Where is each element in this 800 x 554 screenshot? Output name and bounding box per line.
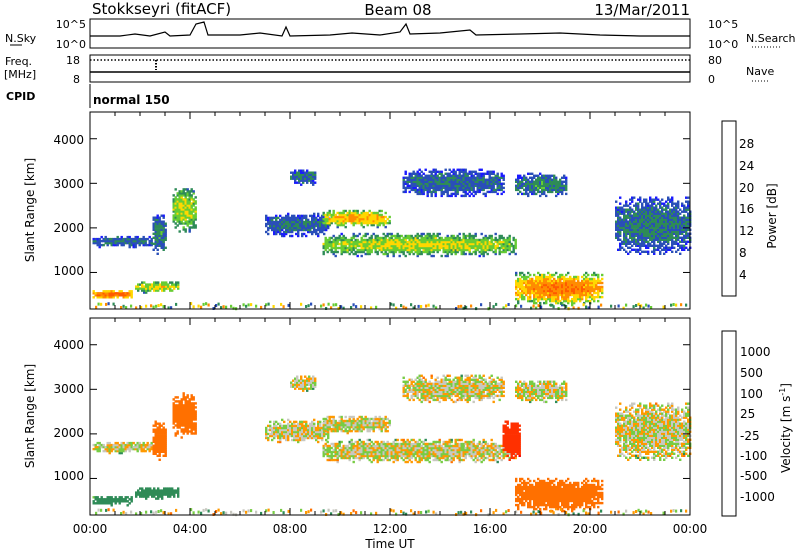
nsky-trace (90, 21, 690, 37)
power-y-tick-4000: 4000 (53, 133, 84, 147)
velocity-echo-region (172, 392, 197, 439)
velocity-echo-region (322, 438, 517, 464)
velocity-echo-region (515, 477, 604, 513)
power-echo-region (135, 281, 180, 294)
vel-cb-tick-100: 100 (740, 387, 763, 401)
x-tick-1600: 16:00 (473, 522, 508, 536)
vel-cb-tick-25: 25 (740, 407, 755, 421)
power-echo-region (615, 196, 692, 255)
velocity-y-tick-4000: 4000 (53, 338, 84, 352)
x-tick-2400: 00:00 (673, 522, 708, 536)
power-echo-region (265, 212, 330, 238)
power-cb-tick-8: 8 (739, 246, 747, 260)
vel-cb-tick-m1000: -1000 (740, 490, 775, 504)
cpid-mode: normal 150 (93, 93, 170, 107)
velocity-echo-layer (92, 374, 692, 517)
power-y-tick-2000: 2000 (53, 221, 84, 235)
power-echo-region (322, 232, 517, 258)
vel-cb-tick-m100: -100 (740, 449, 767, 463)
x-axis: 00:00 04:00 08:00 12:00 16:00 20:00 00:0… (73, 522, 708, 551)
velocity-echo-region (615, 402, 692, 461)
vel-cb-tick-1000: 1000 (740, 345, 771, 359)
nsearch-tick-top: 10^5 (708, 18, 738, 31)
nsky-tick-bottom: 10^0 (56, 38, 86, 51)
nave-label: Nave (746, 65, 774, 78)
velocity-echo-region (265, 418, 330, 444)
x-tick-2000: 20:00 (573, 522, 608, 536)
power-cb-tick-12: 12 (739, 224, 754, 238)
nsky-tick-top: 10^5 (56, 18, 86, 31)
beam-title: Beam 08 (364, 1, 431, 19)
velocity-echo-region (92, 496, 133, 507)
velocity-cb-label: Velocity [m s-1] (778, 383, 793, 473)
nave-tick-bottom: 0 (708, 73, 715, 86)
freq-panel: Freq. [MHz] 18 8 80 0 Nave (4, 54, 774, 86)
freq-label-1: Freq. (5, 55, 32, 68)
power-cb-tick-28: 28 (739, 137, 754, 151)
velocity-echo-region (515, 380, 568, 404)
freq-label-2: [MHz] (4, 68, 36, 81)
velocity-echo-region (402, 374, 505, 404)
nsearch-tick-bottom: 10^0 (708, 38, 738, 51)
power-y-tick-3000: 3000 (53, 177, 84, 191)
power-y-tick-1000: 1000 (53, 264, 84, 278)
power-echo-layer (92, 168, 692, 311)
date-title: 13/Mar/2011 (594, 1, 690, 19)
nsearch-label: N.Search (746, 32, 796, 45)
x-tick-1200: 12:00 (373, 522, 408, 536)
x-tick-0000: 00:00 (73, 522, 108, 536)
velocity-panel: 1000 2000 3000 4000 Slant Range [km] (23, 317, 692, 517)
cpid-label: CPID (6, 90, 35, 103)
power-echo-region (152, 214, 167, 255)
velocity-colorbar: 1000 500 100 25 -25 -100 -500 -1000 Velo… (721, 330, 793, 517)
velocity-y-label: Slant Range [km] (23, 364, 37, 468)
power-echo-region (172, 188, 197, 233)
velocity-y-tick-1000: 1000 (53, 469, 84, 483)
power-x-ticks (89, 112, 691, 309)
power-cb-label: Power [dB] (765, 183, 779, 248)
power-cb-tick-24: 24 (739, 159, 754, 173)
nsky-panel: N.Sky 10^5 10^0 10^5 10^0 N.Search (5, 18, 796, 51)
power-colorbar: 4 8 12 16 20 24 28 Power [dB] (721, 120, 779, 297)
x-tick-0800: 08:00 (273, 522, 308, 536)
x-tick-0400: 04:00 (173, 522, 208, 536)
power-y-label: Slant Range [km] (23, 158, 37, 262)
velocity-y-tick-3000: 3000 (53, 382, 84, 396)
freq-tick-top: 18 (66, 54, 80, 67)
velocity-echo-region (92, 441, 153, 455)
cpid-panel: CPID normal 150 (6, 84, 170, 108)
power-echo-region (515, 172, 568, 198)
power-echo-region (92, 290, 133, 299)
power-echo-region (402, 168, 505, 198)
power-near-range-speckle (95, 301, 688, 311)
vel-cb-tick-m25: -25 (740, 429, 760, 443)
power-panel: 1000 2000 3000 4000 Slant Range [km] (23, 111, 692, 311)
velocity-y-tick-2000: 2000 (53, 426, 84, 440)
velocity-echo-region (152, 420, 167, 461)
power-echo-region (322, 209, 391, 229)
velocity-echo-region (502, 420, 521, 461)
power-echo-region (515, 271, 604, 307)
vel-cb-tick-m500: -500 (740, 469, 767, 483)
power-echo-region (290, 169, 317, 186)
vel-cb-tick-500: 500 (740, 366, 763, 380)
velocity-echo-region (135, 487, 180, 500)
velocity-echo-region (322, 415, 391, 435)
power-echo-region (92, 235, 153, 249)
nave-tick-top: 80 (708, 54, 722, 67)
nsky-label: N.Sky (5, 32, 37, 45)
velocity-x-ticks (89, 318, 691, 515)
freq-tick-bottom: 8 (73, 73, 80, 86)
power-cb-tick-20: 20 (739, 181, 754, 195)
x-axis-label: Time UT (364, 537, 415, 551)
station-title: Stokkseyri (fitACF) (92, 0, 231, 18)
power-cb-tick-16: 16 (739, 202, 754, 216)
power-cb-tick-4: 4 (739, 268, 747, 282)
velocity-echo-region (290, 375, 317, 392)
